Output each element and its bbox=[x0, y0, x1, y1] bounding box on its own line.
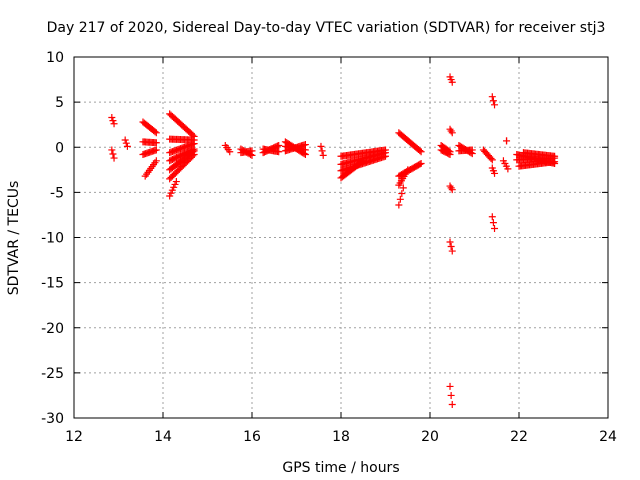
data-point bbox=[446, 150, 454, 158]
data-point bbox=[445, 150, 453, 158]
data-point bbox=[275, 148, 283, 156]
data-point bbox=[447, 127, 455, 135]
x-tick-label: 12 bbox=[65, 429, 83, 445]
data-point bbox=[108, 113, 116, 121]
data-point bbox=[448, 78, 456, 86]
data-point bbox=[189, 152, 197, 160]
y-axis-label: SDTVAR / TECUs bbox=[6, 181, 22, 296]
data-point bbox=[358, 158, 366, 166]
data-point bbox=[151, 128, 159, 136]
data-point bbox=[110, 120, 118, 128]
data-point bbox=[109, 150, 117, 158]
data-point bbox=[319, 151, 327, 159]
data-point bbox=[172, 178, 180, 186]
data-point bbox=[395, 201, 403, 209]
axis-ticks: 12 14 16 18 20 22 24 10 5 0 -5 -10 -15 -20 -25 -30 bbox=[41, 50, 617, 445]
x-tick-label: 24 bbox=[599, 429, 617, 445]
data-point bbox=[152, 139, 160, 147]
data-point bbox=[301, 141, 309, 149]
y-tick-label: 0 bbox=[55, 140, 64, 156]
data-point bbox=[382, 152, 389, 160]
x-tick-label: 16 bbox=[243, 429, 261, 445]
data-series bbox=[108, 73, 559, 408]
data-point bbox=[108, 146, 116, 154]
data-point bbox=[416, 160, 424, 168]
data-point bbox=[446, 382, 454, 390]
data-point bbox=[488, 93, 496, 101]
data-point bbox=[551, 152, 559, 160]
data-point bbox=[317, 142, 325, 150]
data-point bbox=[488, 213, 496, 221]
y-tick-label: -10 bbox=[41, 231, 64, 247]
data-point bbox=[398, 190, 406, 198]
data-point bbox=[447, 184, 455, 192]
data-point bbox=[448, 400, 456, 408]
data-point bbox=[152, 146, 160, 154]
y-tick-label: -15 bbox=[41, 276, 64, 292]
data-point bbox=[491, 169, 499, 177]
data-point bbox=[123, 142, 131, 150]
data-point bbox=[487, 154, 495, 162]
data-point bbox=[109, 117, 117, 125]
y-tick-label: -30 bbox=[41, 411, 64, 427]
y-tick-label: 5 bbox=[55, 95, 64, 111]
data-point bbox=[491, 101, 499, 109]
data-point bbox=[488, 156, 496, 164]
data-point bbox=[417, 159, 425, 167]
chart-title: Day 217 of 2020, Sidereal Day-to-day VTE… bbox=[47, 20, 606, 36]
x-tick-label: 22 bbox=[510, 429, 528, 445]
data-point bbox=[248, 147, 256, 155]
data-point bbox=[448, 129, 456, 137]
data-point bbox=[489, 97, 497, 105]
data-point bbox=[504, 165, 512, 173]
x-tick-label: 18 bbox=[332, 429, 350, 445]
data-point bbox=[226, 148, 234, 156]
data-point bbox=[404, 166, 412, 174]
data-point bbox=[152, 157, 160, 165]
data-point bbox=[491, 224, 499, 232]
data-point bbox=[447, 391, 455, 399]
data-point bbox=[468, 146, 476, 154]
data-point bbox=[446, 238, 454, 246]
grid bbox=[74, 57, 608, 418]
data-point bbox=[503, 137, 511, 145]
x-tick-label: 20 bbox=[421, 429, 439, 445]
data-point bbox=[152, 129, 160, 137]
data-point bbox=[396, 195, 404, 203]
y-tick-label: 10 bbox=[46, 50, 64, 66]
data-point bbox=[318, 147, 326, 155]
data-point bbox=[448, 247, 456, 255]
y-tick-label: -25 bbox=[41, 366, 64, 382]
y-tick-label: -20 bbox=[41, 321, 64, 337]
data-point bbox=[416, 147, 424, 155]
data-point bbox=[417, 148, 425, 156]
data-point bbox=[122, 139, 130, 147]
data-point bbox=[447, 243, 455, 251]
x-axis-label: GPS time / hours bbox=[282, 460, 399, 476]
data-point bbox=[448, 186, 456, 194]
data-point bbox=[110, 154, 118, 162]
data-point bbox=[190, 150, 198, 158]
data-point bbox=[489, 219, 497, 227]
data-point bbox=[121, 136, 129, 144]
data-point bbox=[359, 157, 367, 165]
data-point bbox=[399, 184, 407, 192]
data-point bbox=[275, 141, 283, 149]
y-tick-label: -5 bbox=[50, 185, 64, 201]
x-tick-label: 14 bbox=[154, 429, 172, 445]
